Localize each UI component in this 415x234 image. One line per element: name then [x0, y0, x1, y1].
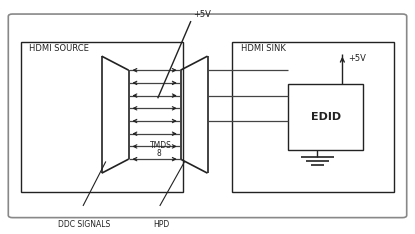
Text: HPD: HPD [154, 220, 170, 229]
Text: EDID: EDID [311, 112, 341, 122]
FancyBboxPatch shape [21, 42, 183, 192]
Text: HDMI SINK: HDMI SINK [241, 44, 286, 53]
Text: +5V: +5V [193, 10, 211, 19]
FancyBboxPatch shape [288, 84, 363, 150]
Text: +5V: +5V [349, 54, 366, 63]
FancyBboxPatch shape [8, 14, 407, 218]
Text: 8: 8 [157, 149, 161, 158]
Text: TMDS: TMDS [151, 141, 172, 150]
Text: HDMI SOURCE: HDMI SOURCE [29, 44, 89, 53]
FancyBboxPatch shape [232, 42, 394, 192]
Text: DDC SIGNALS: DDC SIGNALS [58, 220, 110, 229]
